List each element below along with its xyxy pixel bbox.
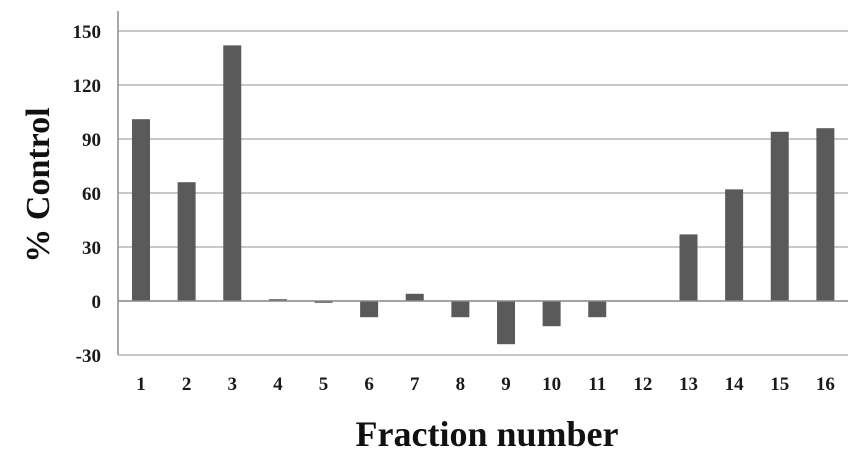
bar: [770, 131, 789, 301]
bar: [542, 301, 561, 327]
bar: [177, 182, 196, 301]
x-tick-label: 9: [501, 374, 511, 395]
x-tick-label: 13: [679, 374, 698, 395]
bars: [132, 45, 835, 345]
x-tick-label: 16: [816, 374, 835, 395]
x-tick-label: 12: [633, 374, 652, 395]
x-axis-title: Fraction number: [356, 414, 619, 454]
y-tick-label: 150: [73, 22, 102, 43]
x-tick-label: 14: [725, 374, 745, 395]
x-tick-label: 4: [273, 374, 283, 395]
y-axis-title: % Control: [20, 107, 57, 262]
bar: [451, 301, 470, 318]
x-tick-label: 6: [364, 374, 374, 395]
bar: [314, 301, 333, 303]
y-tick-labels: -30 0 30 60 90 120 150: [73, 22, 102, 367]
bar: [132, 119, 150, 301]
bar: [405, 293, 424, 301]
y-tick-label: 30: [82, 238, 101, 259]
x-tick-label: 8: [456, 374, 466, 395]
y-tick-label: -30: [76, 346, 101, 367]
bar: [360, 301, 379, 318]
x-tick-label: 15: [770, 374, 789, 395]
y-tick-label: 60: [82, 184, 101, 205]
x-tick-label: 5: [319, 374, 329, 395]
bar: [497, 301, 515, 345]
x-tick-label: 1: [136, 374, 146, 395]
x-tick-label: 7: [410, 374, 420, 395]
x-tick-label: 11: [588, 374, 606, 395]
x-tick-label: 3: [228, 374, 238, 395]
x-tick-label: 10: [542, 374, 561, 395]
axes: [117, 11, 848, 355]
bar: [725, 189, 744, 301]
y-tick-label: 120: [73, 76, 102, 97]
bar: [223, 45, 242, 302]
bar: [679, 234, 698, 301]
x-tick-label: 2: [182, 374, 192, 395]
bar: [816, 128, 835, 301]
bar: [588, 301, 607, 318]
y-tick-label: 0: [92, 292, 102, 313]
x-tick-labels: 1 2 3 4 5 6 7 8 9 10 11 12 13 14 15 16: [136, 374, 835, 395]
y-tick-label: 90: [82, 130, 101, 151]
bar: [268, 299, 287, 301]
